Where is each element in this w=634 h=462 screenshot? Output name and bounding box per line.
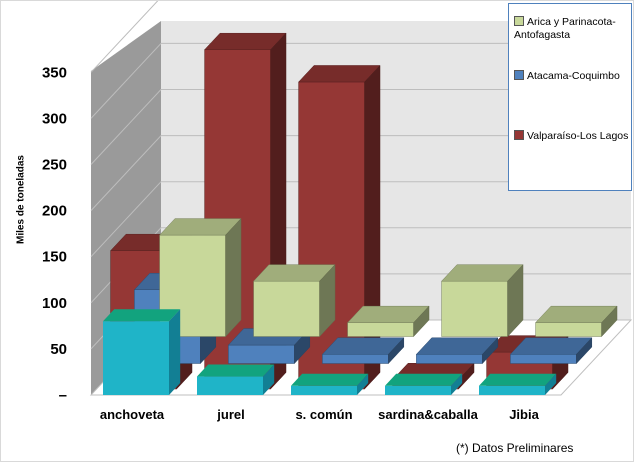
x-tick-label: jurel	[216, 407, 244, 422]
bar-side	[576, 337, 593, 365]
gridline	[90, 1, 159, 73]
bar	[253, 280, 320, 337]
legend: Arica y Parinacota-Antofagasta Atacama-Co…	[508, 3, 632, 191]
gridline	[90, 42, 631, 119]
bar-side	[319, 264, 336, 338]
bar-side	[357, 373, 369, 395]
bar	[291, 385, 357, 395]
bar-side	[451, 373, 463, 395]
bar-top	[291, 373, 369, 386]
x-tick-label: sardina&caballa	[378, 407, 478, 422]
bar	[510, 354, 577, 364]
legend-label: Arica y Parinacota-Antofagasta	[514, 16, 616, 41]
y-tick-label: 300	[42, 110, 67, 127]
bar-side	[601, 305, 618, 338]
legend-swatch	[514, 70, 524, 80]
y-tick-label: 150	[42, 249, 67, 266]
footnote: (*) Datos Preliminares	[456, 441, 574, 455]
bar	[385, 385, 451, 395]
bar-side	[413, 305, 430, 338]
bar	[441, 280, 508, 337]
bar-top	[385, 373, 463, 386]
y-tick-label: 100	[42, 295, 67, 312]
bar-side	[507, 264, 524, 338]
bar	[479, 385, 545, 395]
gridline	[90, 89, 631, 165]
y-tick-label: 350	[42, 64, 67, 81]
y-tick-label: 250	[42, 157, 67, 174]
bar	[228, 344, 295, 364]
bar	[103, 321, 169, 395]
legend-swatch	[514, 16, 524, 26]
bar-side	[169, 309, 181, 395]
bar	[535, 322, 602, 337]
bar-side	[388, 337, 405, 365]
bar-top	[197, 364, 275, 377]
legend-swatch	[514, 130, 524, 140]
x-tick-label: s. común	[295, 407, 352, 422]
bar-side	[545, 373, 557, 395]
legend-item: Atacama-Coquimbo	[514, 70, 632, 83]
legend-item: Valparaíso-Los Lagos	[514, 130, 632, 143]
bar-top	[103, 309, 181, 322]
bar	[322, 354, 389, 364]
y-axis-title: Miles de toneladas	[15, 155, 27, 244]
bar	[416, 354, 483, 364]
bar-side	[225, 217, 242, 338]
legend-label: Valparaíso-Los Lagos	[527, 130, 629, 142]
bar-side	[482, 337, 499, 365]
gridline	[90, 135, 631, 211]
y-tick-label: 50	[50, 341, 67, 358]
y-tick-label: 200	[42, 203, 67, 220]
x-tick-label: anchoveta	[100, 407, 165, 422]
y-tick-label: –	[59, 387, 67, 404]
legend-item: Arica y Parinacota-Antofagasta	[514, 16, 632, 42]
bar-side	[263, 364, 275, 395]
gridline	[90, 181, 631, 258]
legend-label: Atacama-Coquimbo	[527, 70, 620, 82]
x-tick-label: Jibia	[509, 407, 539, 422]
bar	[347, 322, 414, 337]
bar	[197, 376, 263, 395]
bar-top	[479, 373, 557, 386]
